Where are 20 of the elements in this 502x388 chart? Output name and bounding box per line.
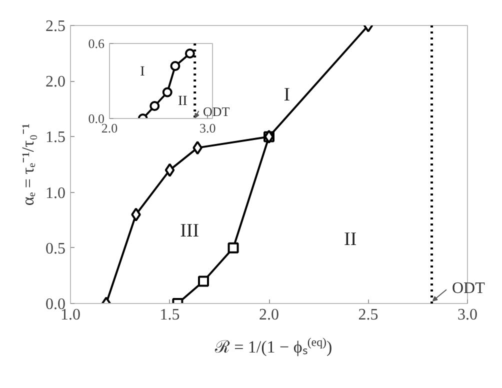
y-tick-label: 2.0 — [46, 74, 66, 91]
y-tick-label: 2.5 — [46, 18, 66, 35]
x-tick-label: 2.0 — [259, 306, 279, 324]
annotation: III — [180, 220, 200, 242]
annotation: I — [284, 84, 290, 106]
x-tick-label: 2.5 — [358, 306, 378, 324]
ref-line-label: ODT — [203, 103, 230, 121]
annotation: II — [178, 94, 188, 109]
x-tick-label: 3.0 — [458, 306, 478, 324]
annotation: II — [344, 229, 357, 250]
annotation: I — [140, 64, 146, 80]
y-axis-title: αₑ = τₑ⁻¹/τ₀⁻¹ — [18, 123, 38, 206]
ref-line-label: ODT — [452, 279, 485, 299]
x-tick-label: 1.5 — [160, 306, 180, 324]
y-tick-label: 0.6 — [88, 36, 105, 51]
y-tick-label: 1.0 — [46, 184, 66, 202]
y-tick-label: 0.0 — [88, 111, 104, 126]
x-axis-title: ℛ = 1/(1 − ϕₛ$^{(eq)}$) — [214, 334, 332, 359]
x-tick-label: 3.0 — [199, 120, 216, 136]
y-tick-label: 0.5 — [46, 240, 66, 258]
